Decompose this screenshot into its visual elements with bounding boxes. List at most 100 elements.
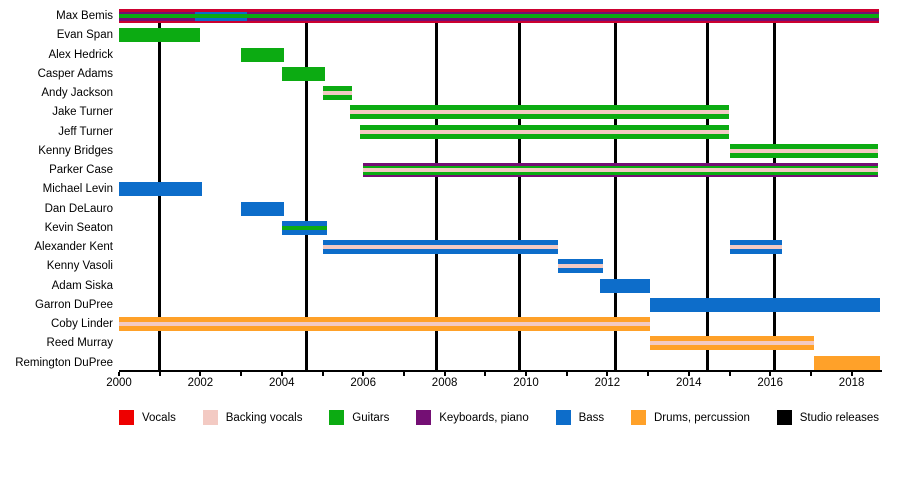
studio-release-line <box>304 9 308 371</box>
legend-item-backing_vocals: Backing vocals <box>202 410 303 425</box>
instrument-stripe-backing_vocals <box>360 129 730 134</box>
x-axis-tick <box>118 372 120 376</box>
timeline-bar <box>360 124 730 139</box>
drums-swatch-icon <box>631 410 646 425</box>
member-label: Andy Jackson <box>41 87 113 99</box>
x-axis-tick <box>321 372 324 376</box>
instrument-stripe-backing_vocals <box>322 91 353 95</box>
legend-item-vocals: Vocals <box>119 410 176 425</box>
studio-release-line <box>705 9 709 371</box>
x-axis-tick <box>402 372 405 376</box>
x-axis-tick-label: 2004 <box>269 377 295 389</box>
instrument-stripe-backing_vocals <box>557 264 603 269</box>
backing_vocals-swatch-icon <box>202 410 218 425</box>
x-axis-tick-label: 2008 <box>431 377 458 389</box>
legend-item-guitars: Guitars <box>329 410 389 425</box>
legend-label: Vocals <box>142 411 176 424</box>
legend-label: Bass <box>578 411 605 424</box>
legend-item-bass: Bass <box>555 410 605 425</box>
member-label: Kenny Vasoli <box>46 260 113 273</box>
studio-release-line <box>434 9 438 371</box>
studio-release-line <box>772 9 776 371</box>
x-axis-tick <box>565 372 568 376</box>
x-axis-tick <box>280 372 283 376</box>
x-axis-tick <box>484 372 487 376</box>
member-label: Alexander Kent <box>34 241 113 253</box>
bass-swatch-icon <box>555 410 571 425</box>
timeline-bar <box>119 28 201 43</box>
member-label: Max Bemis <box>56 10 113 22</box>
instrument-stripe-backing_vocals <box>322 245 558 249</box>
member-label: Jake Turner <box>52 106 113 119</box>
studio_releases-swatch-icon <box>776 410 792 425</box>
member-label: Remington DuPree <box>15 356 113 369</box>
studio-release-line <box>614 9 618 371</box>
legend-label: Guitars <box>352 411 390 424</box>
timeline-bar <box>650 297 881 312</box>
instrument-stripe-backing_vocals <box>349 110 730 115</box>
x-axis-tick-label: 2010 <box>513 377 539 389</box>
guitars-swatch-icon <box>329 410 345 425</box>
instrument-stripe-backing_vocals <box>119 322 651 326</box>
member-label: Garron DuPree <box>35 298 113 311</box>
x-axis-tick <box>525 372 527 376</box>
legend-label: Backing vocals <box>225 411 303 424</box>
timeline-bar <box>729 240 783 254</box>
x-axis-tick <box>687 372 690 376</box>
member-label: Reed Murray <box>46 337 113 350</box>
timeline-bar <box>650 336 814 351</box>
legend-label: Studio releases <box>799 411 879 424</box>
member-label: Alex Hedrick <box>48 48 113 61</box>
timeline-bar <box>119 9 880 23</box>
timeline-bar <box>119 317 651 331</box>
x-axis-tick <box>443 372 446 376</box>
x-axis-tick-label: 2000 <box>106 377 132 389</box>
instrument-stripe-guitars <box>281 225 327 230</box>
x-axis-tick <box>647 372 650 376</box>
timeline-bar <box>281 220 327 235</box>
timeline-bar <box>557 259 603 274</box>
member-label: Jeff Turner <box>58 125 113 138</box>
x-axis-tick <box>158 372 161 376</box>
member-label: Dan DeLauro <box>44 202 113 215</box>
instrument-stripe-backing_vocals <box>729 245 783 249</box>
x-axis-tick <box>199 372 202 376</box>
timeline-bar <box>322 86 353 100</box>
member-label: Kenny Bridges <box>38 144 113 157</box>
timeline-bar <box>241 47 284 62</box>
member-label: Adam Siska <box>51 279 113 292</box>
instrument-stripe-backing_vocals <box>363 168 879 172</box>
timeline-bar <box>813 355 881 370</box>
instrument-stripe-backing_vocals <box>730 148 879 153</box>
member-label: Kevin Seaton <box>44 221 113 234</box>
member-label: Michael Levin <box>42 183 113 196</box>
legend-item-keyboards: Keyboards, piano <box>416 410 529 425</box>
legend: Vocals Backing vocals Guitars Keyboards, pi… <box>119 410 879 425</box>
x-axis-line <box>119 370 883 372</box>
instrument-stripe-backing_vocals <box>650 341 814 346</box>
x-axis-tick-label: 2018 <box>838 377 865 389</box>
timeline-bar <box>349 105 730 120</box>
member-label: Coby Linder <box>50 318 113 330</box>
legend-item-studio_releases: Studio releases <box>776 410 879 425</box>
timeline-bar <box>600 278 651 293</box>
member-label: Casper Adams <box>37 67 113 80</box>
vocals-swatch-icon <box>119 410 134 425</box>
x-axis-tick <box>728 372 731 376</box>
timeline-bar <box>322 240 558 254</box>
member-label: Evan Span <box>56 29 113 42</box>
x-axis-tick <box>240 372 243 376</box>
timeline-bar <box>730 143 879 158</box>
x-axis-tick <box>769 372 772 376</box>
member-label: Parker Case <box>49 164 113 176</box>
x-axis-tick <box>606 372 609 376</box>
timeline-bar <box>281 66 326 81</box>
x-axis-tick-label: 2006 <box>350 377 376 389</box>
legend-item-drums: Drums, percussion <box>631 410 750 425</box>
legend-label: Drums, percussion <box>654 411 750 424</box>
x-axis-tick-label: 2014 <box>676 377 702 389</box>
timeline-bar <box>363 163 879 177</box>
x-axis-tick <box>809 372 812 376</box>
keyboards-swatch-icon <box>416 410 432 425</box>
